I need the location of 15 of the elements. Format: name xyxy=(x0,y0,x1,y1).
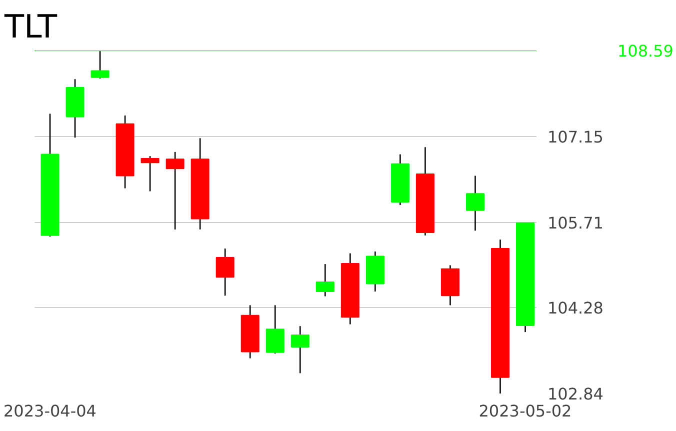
chart-title: TLT xyxy=(4,8,58,46)
y-tick-label: 105.71 xyxy=(548,213,604,232)
x-tick-label: 2023-05-02 xyxy=(478,402,572,420)
candlestick xyxy=(466,175,484,232)
y-tick-label: 102.84 xyxy=(548,384,604,404)
candlestick xyxy=(316,263,334,297)
x-tick-label: 2023-04-04 xyxy=(4,402,96,420)
candlestick xyxy=(166,151,184,230)
candlestick xyxy=(216,248,234,296)
y-tick-label: 104.28 xyxy=(548,298,604,318)
candlestick xyxy=(290,325,310,374)
ref-line-label: 108.59 xyxy=(618,42,674,60)
candlestick xyxy=(140,155,160,192)
y-tick-label: 107.15 xyxy=(548,127,604,146)
candlestick xyxy=(266,304,284,354)
